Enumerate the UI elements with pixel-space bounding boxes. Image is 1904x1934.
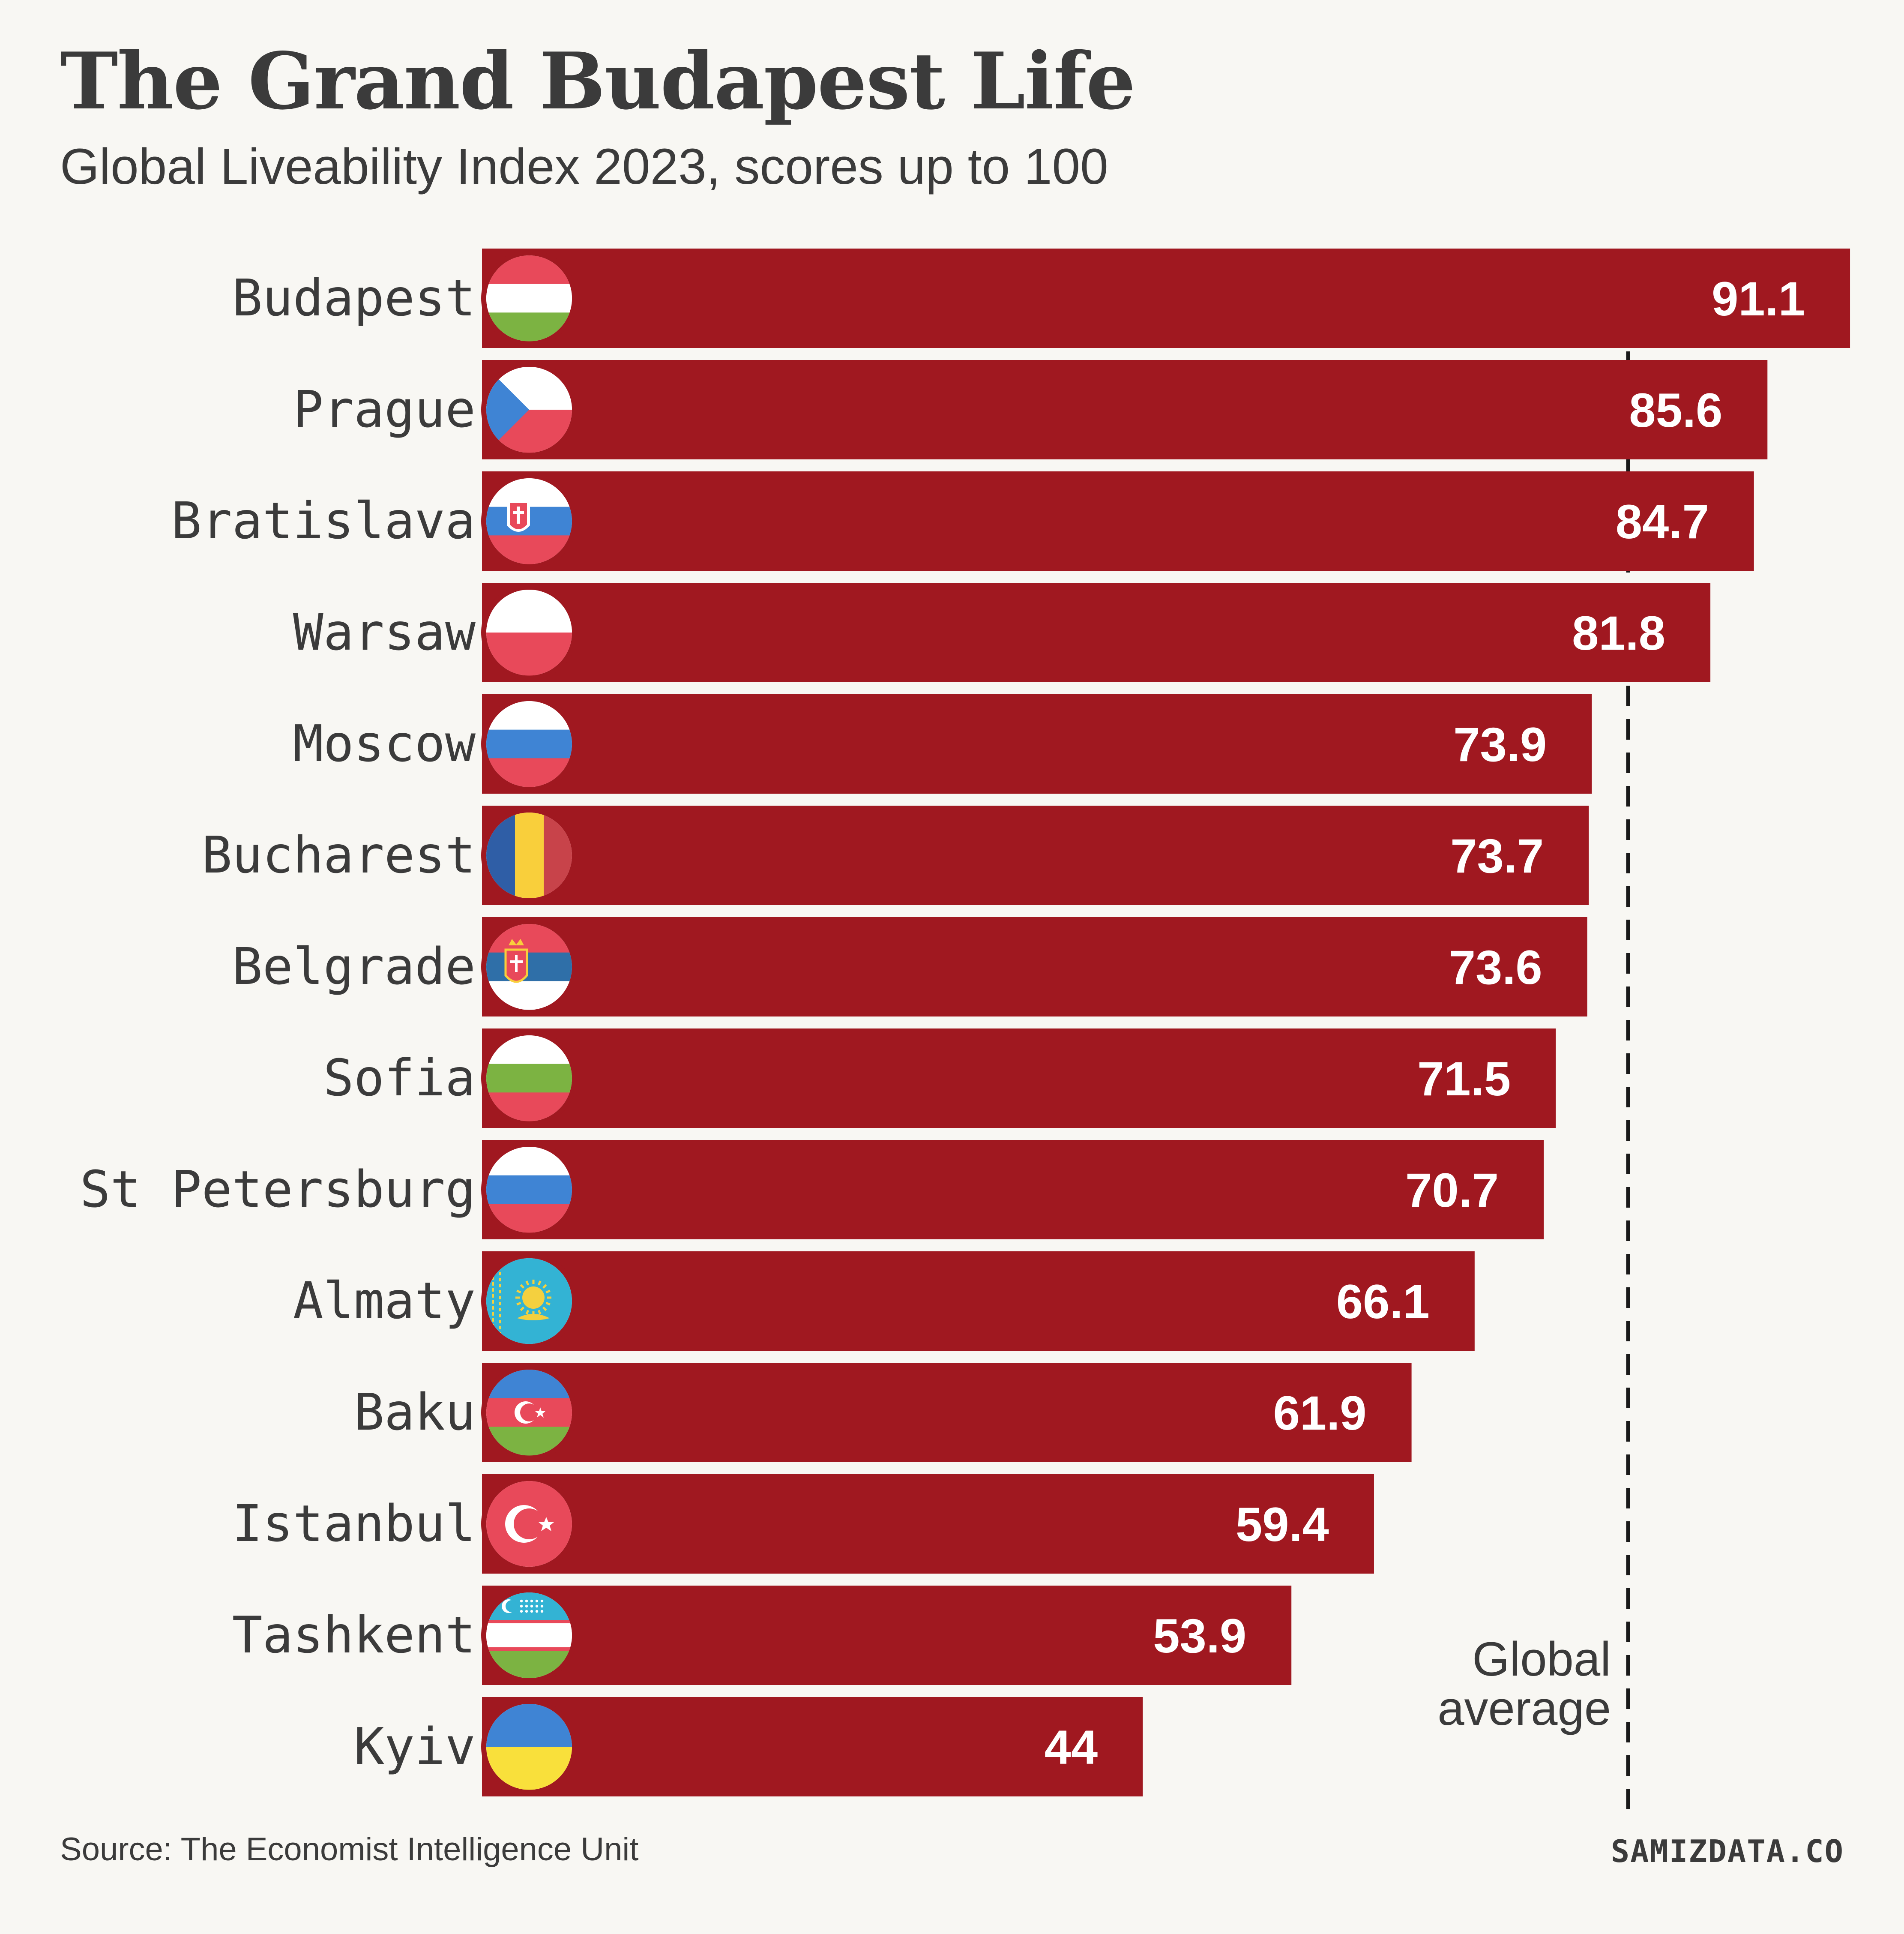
source-note: Source: The Economist Intelligence Unit (60, 1831, 639, 1868)
bar-tashkent (482, 1586, 1292, 1685)
brand-logo: SAMIZDATA.CO (1611, 1833, 1844, 1869)
page-title: The Grand Budapest Life (60, 35, 1136, 127)
flag-russia-icon (486, 1147, 572, 1233)
flag-bulgaria-icon (486, 1035, 572, 1121)
bar-bucharest (482, 806, 1589, 905)
category-label: Kyiv (354, 1717, 476, 1776)
bar-istanbul (482, 1474, 1374, 1574)
value-label: 53.9 (1153, 1609, 1246, 1663)
flag-hungary-icon (486, 255, 572, 342)
bar-bratislava (482, 471, 1754, 571)
value-label: 44 (1045, 1721, 1098, 1774)
flag-slovakia-icon (486, 478, 572, 564)
bar-prague (482, 360, 1768, 459)
global-average-label: average (1437, 1682, 1611, 1735)
flag-kazakhstan-icon (486, 1258, 572, 1344)
category-label: Prague (293, 380, 476, 439)
bar-belgrade (482, 917, 1587, 1016)
value-label: 66.1 (1336, 1275, 1430, 1328)
category-label: Baku (354, 1382, 476, 1442)
value-label: 85.6 (1629, 384, 1722, 437)
bar-moscow (482, 694, 1592, 794)
flag-poland-icon (486, 590, 572, 676)
global-average-label: Global (1472, 1632, 1611, 1686)
category-label: Sofia (323, 1048, 476, 1107)
category-label: Istanbul (232, 1494, 476, 1553)
category-label: Tashkent (232, 1605, 476, 1664)
category-label: St Petersburg (80, 1160, 476, 1219)
bar-kyiv (482, 1697, 1143, 1796)
value-label: 73.7 (1450, 829, 1544, 883)
value-label: 59.4 (1236, 1498, 1329, 1551)
flag-turkey-icon (486, 1481, 572, 1567)
value-label: 61.9 (1273, 1386, 1367, 1440)
flag-azerbaijan-icon (486, 1370, 572, 1456)
value-label: 81.8 (1572, 606, 1665, 660)
flag-uzbekistan-icon (486, 1592, 572, 1678)
bar-budapest (482, 249, 1850, 348)
flag-ukraine-icon (486, 1704, 572, 1790)
category-label: Almaty (293, 1271, 476, 1330)
category-label: Budapest (232, 268, 476, 327)
category-label: Moscow (293, 714, 476, 773)
flag-russia-icon (486, 701, 572, 787)
bar-almaty (482, 1251, 1475, 1351)
value-label: 73.9 (1453, 718, 1547, 771)
category-label: Bratislava (171, 491, 476, 550)
flag-romania-icon (486, 813, 572, 898)
value-label: 84.7 (1616, 495, 1709, 549)
category-label: Belgrade (232, 937, 476, 996)
value-label: 70.7 (1405, 1163, 1499, 1217)
value-label: 73.6 (1449, 941, 1542, 994)
bar-sofia (482, 1028, 1556, 1128)
bar-st-petersburg (482, 1140, 1544, 1239)
bar-warsaw (482, 583, 1711, 682)
value-label: 71.5 (1417, 1052, 1511, 1106)
bar-baku (482, 1363, 1412, 1462)
flag-serbia-icon (486, 924, 572, 1010)
flag-czechia-icon (486, 367, 572, 453)
value-label: 91.1 (1712, 272, 1805, 326)
category-label: Bucharest (202, 825, 476, 885)
category-label: Warsaw (293, 603, 476, 662)
page-subtitle: Global Liveability Index 2023, scores up… (60, 138, 1108, 195)
